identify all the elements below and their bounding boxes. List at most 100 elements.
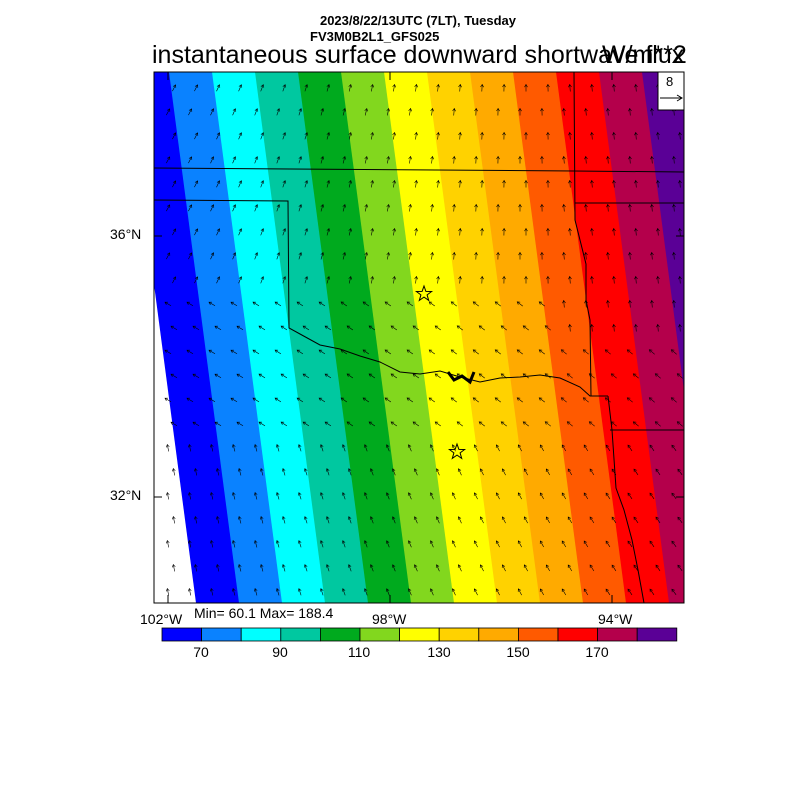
wind-arrow <box>650 107 654 116</box>
wind-arrow <box>502 83 506 92</box>
wind-arrow <box>172 84 177 92</box>
wind-arrow <box>589 564 595 572</box>
station-star-south <box>447 442 467 460</box>
wind-arrow <box>611 564 617 572</box>
wind-arrow <box>186 397 194 403</box>
wind-arrow <box>385 588 390 596</box>
colorbar-swatch <box>319 627 361 642</box>
wind-arrow <box>232 444 236 452</box>
colorbar-swatch <box>399 627 440 642</box>
colorbar-swatch <box>478 627 519 642</box>
wind-arrow <box>216 516 220 524</box>
lon-label-102w: 102°W <box>140 611 183 627</box>
wind-arrow <box>407 492 412 500</box>
wind-arrow <box>430 203 434 212</box>
wind-arrow <box>238 516 242 524</box>
wind-arrow <box>545 468 550 476</box>
wind-arrow <box>390 325 398 331</box>
wind-arrow <box>320 252 324 260</box>
wind-arrow <box>318 397 326 403</box>
wind-arrow <box>188 108 193 116</box>
wind-arrow <box>172 276 177 284</box>
flux-band <box>169 72 286 603</box>
wind-arrow <box>274 397 282 403</box>
wind-arrow <box>524 131 528 140</box>
wind-arrow <box>633 468 639 476</box>
wind-arrow <box>478 421 485 427</box>
wind-arrow <box>502 227 506 236</box>
wind-arrow <box>194 276 199 284</box>
wind-arrow <box>282 228 287 236</box>
wind-arrow <box>632 421 639 427</box>
wind-arrow <box>413 516 418 524</box>
wind-arrow <box>473 492 478 500</box>
wind-arrow <box>348 276 352 284</box>
wind-arrow <box>186 301 194 307</box>
wind-arrow <box>302 325 310 331</box>
wind-arrow <box>612 83 616 92</box>
wind-arrow <box>368 421 376 427</box>
wind-arrow <box>605 492 611 500</box>
wind-arrow <box>458 83 462 92</box>
wind-arrow <box>362 349 370 355</box>
wind-arrow <box>413 468 418 476</box>
wind-arrow <box>166 204 171 212</box>
wind-arrow <box>238 132 243 140</box>
wind-arrow <box>210 540 214 548</box>
wind-arrow <box>430 155 434 164</box>
wind-arrow <box>517 540 522 548</box>
wind-arrow <box>172 132 177 140</box>
wind-arrow <box>478 373 485 379</box>
wind-arrow <box>562 203 566 212</box>
wind-arrow <box>238 468 242 476</box>
wind-arrow <box>192 421 200 427</box>
wind-arrow <box>566 373 573 379</box>
wind-arrow <box>210 588 214 596</box>
wind-arrow <box>326 84 330 92</box>
colorbar-swatch <box>359 627 400 642</box>
wind-arrow <box>364 204 368 212</box>
wind-arrow <box>252 301 260 307</box>
wind-arrow <box>254 204 259 212</box>
wind-arrow <box>346 373 354 379</box>
wind-arrow <box>324 373 332 379</box>
wind-arrow <box>458 227 462 236</box>
wind-arrow <box>238 180 243 188</box>
wind-arrow <box>326 228 330 236</box>
wind-arrow <box>254 492 258 500</box>
wind-arrow <box>188 540 192 548</box>
wind-arrow <box>496 251 500 260</box>
wind-arrow <box>276 588 280 596</box>
wind-arrow <box>392 180 396 188</box>
wind-arrow <box>260 468 264 476</box>
wind-arrow <box>472 349 479 355</box>
wind-arrow <box>561 540 567 548</box>
wind-arrow <box>611 516 617 524</box>
wind-arrow <box>678 227 682 236</box>
colorbar-label: 90 <box>272 644 288 660</box>
wind-arrow <box>633 516 639 524</box>
colorbar-swatch <box>518 627 559 642</box>
wind-arrow <box>435 516 440 524</box>
wind-arrow <box>369 564 374 572</box>
wind-arrow <box>494 349 501 355</box>
wind-arrow <box>304 276 309 284</box>
wind-arrow <box>522 325 529 331</box>
wind-arrow <box>546 227 550 236</box>
lon-label-98w: 98°W <box>372 611 407 627</box>
wind-arrow <box>342 204 346 212</box>
wind-arrow <box>671 540 677 547</box>
model-name: FV3M0B2L1_GFS025 <box>310 29 440 44</box>
wind-arrow <box>544 421 551 427</box>
wind-arrow <box>523 564 528 572</box>
wind-arrow <box>188 444 192 452</box>
wind-arrow <box>363 492 368 500</box>
wind-arrow <box>656 275 660 284</box>
wind-arrow <box>362 301 370 307</box>
wind-arrow <box>589 516 595 524</box>
lake-texoma <box>446 371 476 385</box>
wind-arrow <box>561 588 567 596</box>
wind-arrow <box>324 421 332 427</box>
wind-arrow <box>298 204 303 212</box>
